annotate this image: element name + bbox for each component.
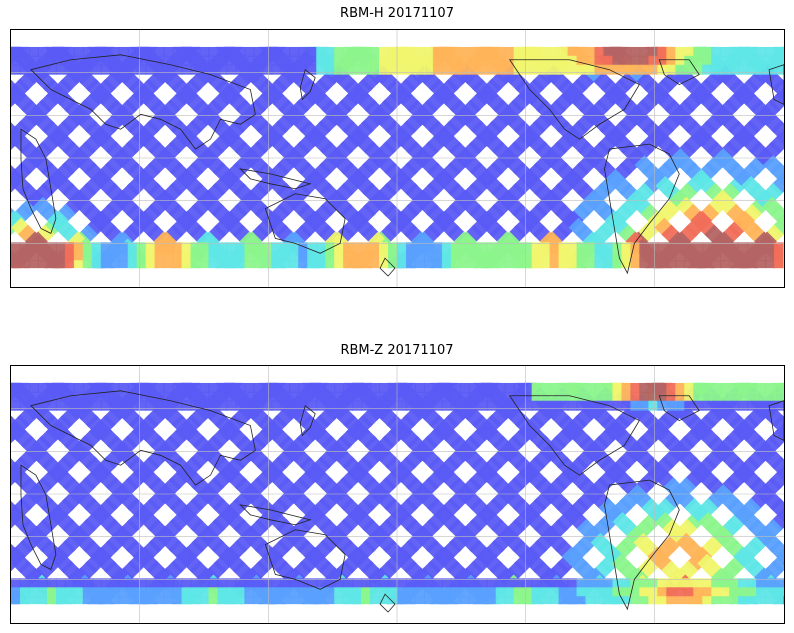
coastline-1 [30,390,256,486]
coastline-0 [20,464,57,570]
coastline-5 [379,593,396,613]
coastlines [20,390,784,613]
coastline-0 [20,128,57,234]
coastline-8 [658,59,700,86]
coastline-3 [239,168,312,190]
panel-title-rbm-h: RBM-H 20171107 [340,6,454,21]
coastline-7 [604,479,680,611]
panel-title-rbm-z: RBM-Z 20171107 [340,343,454,358]
coastline-4 [264,529,346,590]
coastline-3 [239,504,312,526]
coastline-1 [30,54,256,150]
coastline-4 [264,193,346,254]
coastline-2 [299,69,316,101]
orbit-track-layer [11,46,784,269]
coastline-2 [299,405,316,437]
coastline-7 [604,143,680,275]
map-panel-rbm-h [10,29,785,288]
map-svg-rbm-h [11,30,784,287]
coastline-6 [508,395,640,476]
orbit-track-layer [11,382,784,605]
coastline-9 [768,400,784,441]
coastline-6 [508,59,640,140]
coastline-9 [768,64,784,105]
gridlines [11,30,784,287]
coastlines [20,54,784,277]
gridlines [11,366,784,623]
map-svg-rbm-z [11,366,784,623]
coastline-5 [379,257,396,277]
map-panel-rbm-z [10,365,785,624]
coastline-8 [658,395,700,422]
